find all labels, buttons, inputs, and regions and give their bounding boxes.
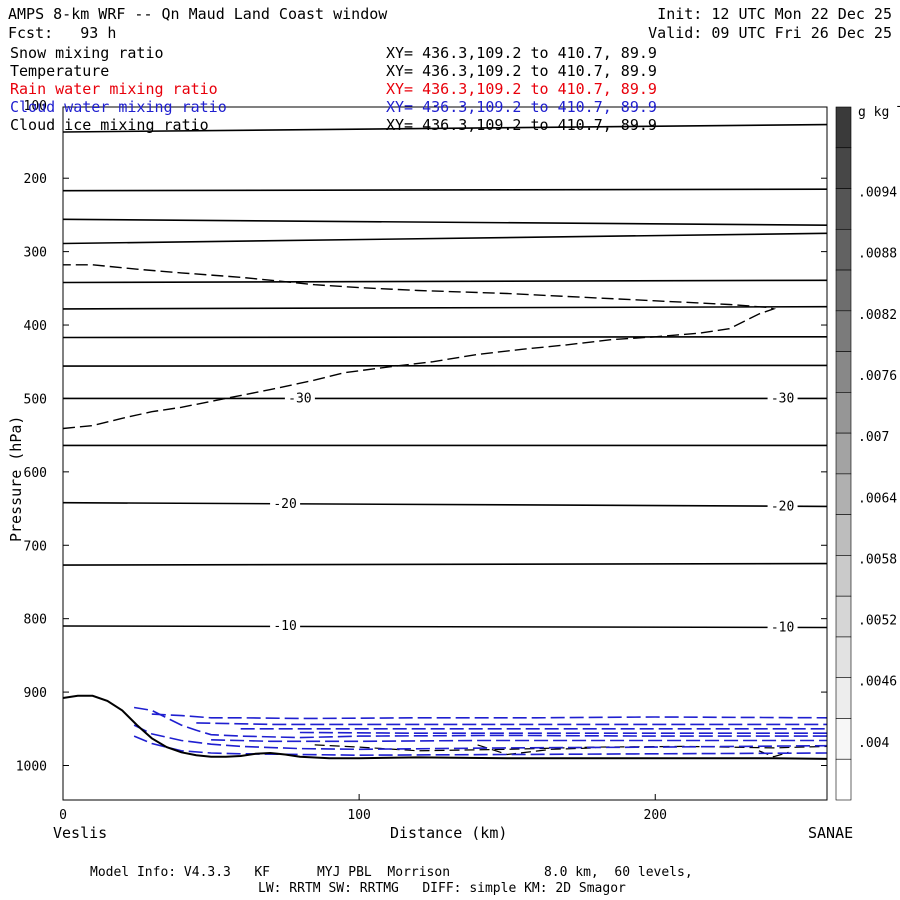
- colorbar-swatch: [835, 147, 852, 189]
- colorbar-unit-sup: -1: [895, 99, 900, 114]
- contour-label: -30: [288, 391, 311, 406]
- colorbar-swatch: [835, 677, 852, 719]
- y-tick-label: 1000: [16, 759, 47, 774]
- contour-label: -10: [771, 620, 794, 635]
- cloud-water-contour: [196, 722, 827, 726]
- colorbar-tick-label: .0064: [858, 491, 897, 506]
- field-xy-temperature: XY= 436.3,109.2 to 410.7, 89.9: [386, 62, 657, 80]
- colorbar-tick-label: .0052: [858, 614, 897, 629]
- colorbar-swatch: [835, 351, 852, 393]
- colorbar-tick-label: .0076: [858, 369, 897, 384]
- colorbar-swatch: [835, 555, 852, 597]
- colorbar-swatch: [835, 228, 852, 271]
- field-xy-snow: XY= 436.3,109.2 to 410.7, 89.9: [386, 44, 657, 62]
- isotherm-line: [62, 625, 828, 629]
- isotherm-line: [62, 364, 828, 367]
- colorbar-swatch: [835, 473, 852, 515]
- colorbar-tick-label: .0058: [858, 552, 897, 567]
- model-info-line2: LW: RRTM SW: RRTMG DIFF: simple KM: 2D S…: [258, 881, 626, 896]
- terrain-line: [62, 694, 828, 760]
- isotherm-line: [62, 123, 828, 133]
- isotherm-line: [62, 501, 828, 508]
- isotherm-line: [62, 336, 828, 339]
- x-tick-label: 200: [644, 808, 667, 823]
- forecast-hour: Fcst: 93 h: [8, 24, 117, 42]
- contour-label-bg: [284, 390, 315, 407]
- cloud-ice-contour: [62, 264, 777, 430]
- field-name-snow: Snow mixing ratio: [10, 44, 164, 62]
- field-name-cloud-water: Cloud water mixing ratio: [10, 98, 227, 116]
- cloud-water-contour: [133, 706, 827, 739]
- x-tick-label: 0: [59, 808, 67, 823]
- isotherm-line: [62, 232, 828, 245]
- colorbar-swatch: [835, 595, 852, 638]
- x-tick-label: 100: [347, 808, 370, 823]
- y-tick-label: 400: [24, 319, 47, 334]
- field-name-temperature: Temperature: [10, 62, 110, 80]
- colorbar-tick-label: .0094: [858, 186, 897, 201]
- y-tick-label: 900: [24, 686, 47, 701]
- model-info-line1: Model Info: V4.3.3 KF MYJ PBL Morrison 8…: [90, 865, 693, 880]
- colorbar-swatch: [835, 310, 852, 352]
- plot-frame: [62, 106, 828, 801]
- left-location-label: Veslis: [53, 824, 108, 842]
- y-axis-label: Pressure (hPa): [7, 415, 25, 542]
- colorbar-swatch: [835, 269, 852, 312]
- colorbar-tick-label: .0046: [858, 675, 897, 690]
- cloud-water-contour: [133, 724, 828, 751]
- snow-contour: [477, 744, 597, 756]
- isotherm-line: [62, 218, 828, 226]
- colorbar-swatch: [835, 106, 852, 149]
- isotherm-line: [62, 305, 828, 310]
- colorbar-swatch: [835, 392, 852, 434]
- isotherm-line: [62, 562, 828, 566]
- y-tick-label: 800: [24, 613, 47, 628]
- cloud-water-contour: [211, 739, 827, 743]
- cloud-water-contour: [299, 731, 827, 734]
- field-name-cloud-ice: Cloud ice mixing ratio: [10, 116, 209, 134]
- contour-label-bg: [270, 496, 301, 513]
- colorbar-swatch: [835, 188, 852, 230]
- field-xy-cloud-water: XY= 436.3,109.2 to 410.7, 89.9: [386, 98, 657, 116]
- field-xy-rain: XY= 436.3,109.2 to 410.7, 89.9: [386, 80, 657, 98]
- colorbar-tick-label: .0088: [858, 247, 897, 262]
- contour-label: -20: [273, 497, 296, 512]
- y-tick-label: 600: [24, 466, 47, 481]
- isotherm-line: [62, 279, 828, 284]
- colorbar-unit: g kg: [858, 105, 889, 120]
- y-tick-label: 200: [24, 172, 47, 187]
- right-location-label: SANAE: [808, 824, 854, 842]
- colorbar-tick-label: .004: [858, 736, 889, 751]
- colorbar-swatch: [835, 636, 852, 679]
- colorbar-tick-label: .007: [858, 430, 889, 445]
- contour-label: -10: [273, 619, 296, 634]
- cloud-water-contour: [151, 713, 828, 720]
- init-time: Init: 12 UTC Mon 22 Dec 25: [657, 5, 892, 23]
- contour-label-bg: [767, 498, 798, 515]
- contour-label: -20: [771, 499, 794, 514]
- colorbar-tick-label: .0082: [858, 308, 897, 323]
- field-xy-cloud-ice: XY= 436.3,109.2 to 410.7, 89.9: [386, 116, 657, 134]
- colorbar-swatch: [835, 718, 852, 760]
- y-tick-label: 700: [24, 539, 47, 554]
- y-tick-label: 300: [24, 246, 47, 261]
- colorbar-swatch: [835, 514, 852, 556]
- x-axis-label: Distance (km): [390, 824, 508, 842]
- contour-label-bg: [767, 390, 798, 407]
- colorbar-swatch: [835, 432, 852, 475]
- snow-contour: [314, 744, 828, 752]
- valid-time: Valid: 09 UTC Fri 26 Dec 25: [648, 24, 892, 42]
- y-tick-label: 500: [24, 392, 47, 407]
- field-name-rain: Rain water mixing ratio: [10, 80, 218, 98]
- y-tick-label: 100: [24, 99, 47, 114]
- contour-label-bg: [767, 619, 798, 636]
- cloud-water-contour: [133, 735, 828, 757]
- chart-title: AMPS 8-km WRF -- Qn Maud Land Coast wind…: [8, 5, 388, 23]
- terrain-fill: [63, 695, 827, 800]
- colorbar-swatch: [835, 758, 852, 801]
- isotherm-line: [62, 188, 828, 192]
- contour-label: -30: [771, 391, 794, 406]
- contour-label-bg: [270, 618, 301, 635]
